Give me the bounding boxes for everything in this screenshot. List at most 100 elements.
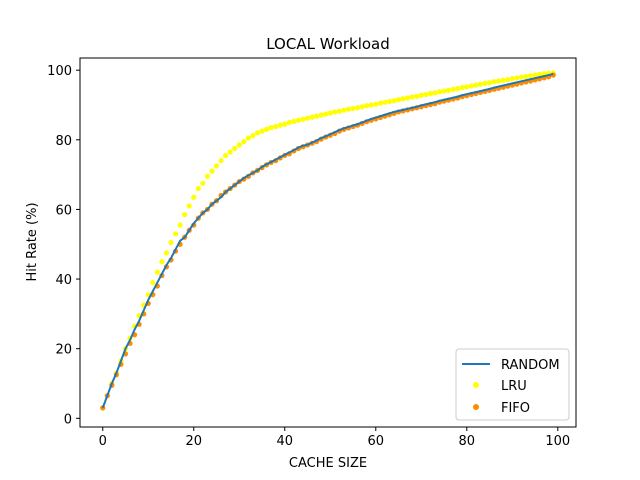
legend-label-fifo: FIFO	[501, 401, 530, 416]
series-point-lru	[364, 103, 370, 109]
series-point-lru	[377, 100, 383, 106]
series-point-lru	[496, 78, 502, 84]
series-point-lru	[514, 75, 520, 81]
series-point-lru	[382, 99, 388, 105]
series-point-lru	[418, 92, 424, 98]
series-point-lru	[236, 142, 242, 148]
legend-swatch-fifo	[473, 404, 479, 410]
series-point-lru	[464, 84, 470, 90]
y-tick-label: 20	[55, 343, 72, 358]
series-point-lru	[150, 279, 156, 286]
series-line-random	[101, 73, 554, 409]
legend-swatch-lru	[473, 382, 479, 388]
series-point-lru	[500, 77, 506, 83]
series-point-lru	[154, 269, 160, 275]
series-point-lru	[186, 203, 192, 209]
series-point-lru	[291, 118, 297, 124]
series-point-lru	[473, 82, 479, 88]
series-point-lru	[350, 105, 356, 112]
series-point-lru	[177, 222, 183, 228]
series-point-lru	[314, 113, 320, 119]
series-point-lru	[195, 185, 201, 192]
chart-title: LOCAL Workload	[266, 35, 390, 53]
series-point-lru	[345, 106, 352, 112]
series-point-lru	[218, 158, 224, 164]
x-tick-label: 0	[99, 434, 107, 449]
series-point-lru	[354, 105, 361, 111]
series-point-lru	[532, 72, 538, 78]
series-point-lru	[391, 98, 397, 104]
series-point-lru	[432, 90, 438, 96]
series-point-lru	[486, 80, 493, 86]
series-point-lru	[332, 109, 338, 115]
series-point-lru	[341, 107, 347, 113]
x-axis: 0 20 40 60 80 100	[99, 427, 570, 449]
series-point-lru	[227, 149, 233, 155]
series-point-lru	[263, 126, 270, 132]
series-point-lru	[323, 111, 329, 117]
series-point-lru	[477, 81, 484, 87]
series-point-lru	[163, 250, 170, 256]
series-point-lru	[241, 138, 247, 145]
series-point-lru	[273, 123, 279, 130]
series-point-lru	[373, 101, 379, 107]
series-point-lru	[182, 212, 188, 218]
x-axis-label: CACHE SIZE	[289, 456, 367, 471]
series-point-lru	[423, 91, 429, 98]
series-point-lru	[359, 104, 365, 110]
series-point-lru	[168, 239, 174, 246]
series-point-lru	[409, 94, 415, 100]
series-point-lru	[259, 128, 265, 134]
series-point-lru	[245, 135, 251, 141]
y-tick-label: 80	[55, 134, 72, 149]
series-point-lru	[482, 80, 488, 87]
y-tick-label: 60	[55, 203, 72, 218]
series-point-lru	[450, 86, 456, 92]
series-point-lru	[459, 84, 465, 91]
series-point-lru	[523, 73, 529, 80]
series-point-lru	[509, 75, 515, 82]
series-point-lru	[414, 93, 420, 99]
series-point-lru	[286, 119, 292, 125]
series-point-lru	[213, 163, 220, 169]
y-tick-label: 100	[47, 64, 72, 79]
x-tick-label: 20	[185, 434, 202, 449]
series-point-lru	[368, 102, 374, 108]
series-point-lru	[386, 98, 393, 105]
x-tick-label: 40	[276, 434, 293, 449]
series-point-lru	[282, 121, 288, 127]
series-point-lru	[223, 152, 229, 159]
series-point-lru	[304, 115, 311, 121]
axes-frame	[79, 57, 577, 428]
series-point-lru	[527, 73, 534, 79]
plot-area	[100, 70, 556, 411]
series-point-lru	[327, 110, 333, 116]
series-point-lru	[159, 259, 165, 265]
x-tick-label: 60	[368, 434, 385, 449]
series-point-lru	[277, 122, 283, 128]
series-point-lru	[204, 173, 211, 179]
series-point-lru	[445, 87, 452, 93]
series-point-lru	[405, 95, 411, 101]
x-tick-label: 80	[459, 434, 476, 449]
series-point-lru	[300, 116, 306, 122]
series-point-lru	[395, 97, 402, 103]
legend-box	[455, 348, 570, 421]
y-tick-label: 0	[64, 412, 72, 427]
x-tick-label: 100	[545, 434, 570, 449]
series-point-lru	[336, 108, 342, 114]
series-point-lru	[468, 83, 474, 89]
legend-label-lru: LRU	[501, 379, 527, 394]
series-point-lru	[309, 114, 315, 120]
y-axis: 0 20 40 60 80 100	[47, 64, 80, 427]
series-point-lru	[232, 145, 238, 152]
series-point-lru	[250, 133, 256, 139]
series-point-lru	[441, 88, 447, 94]
series-point-lru	[191, 194, 197, 200]
series-point-lru	[400, 96, 406, 102]
series-point-lru	[518, 74, 524, 80]
series-point-lru	[537, 71, 543, 77]
series-point-lru	[436, 89, 443, 95]
legend-label-random: RANDOM	[501, 358, 560, 373]
